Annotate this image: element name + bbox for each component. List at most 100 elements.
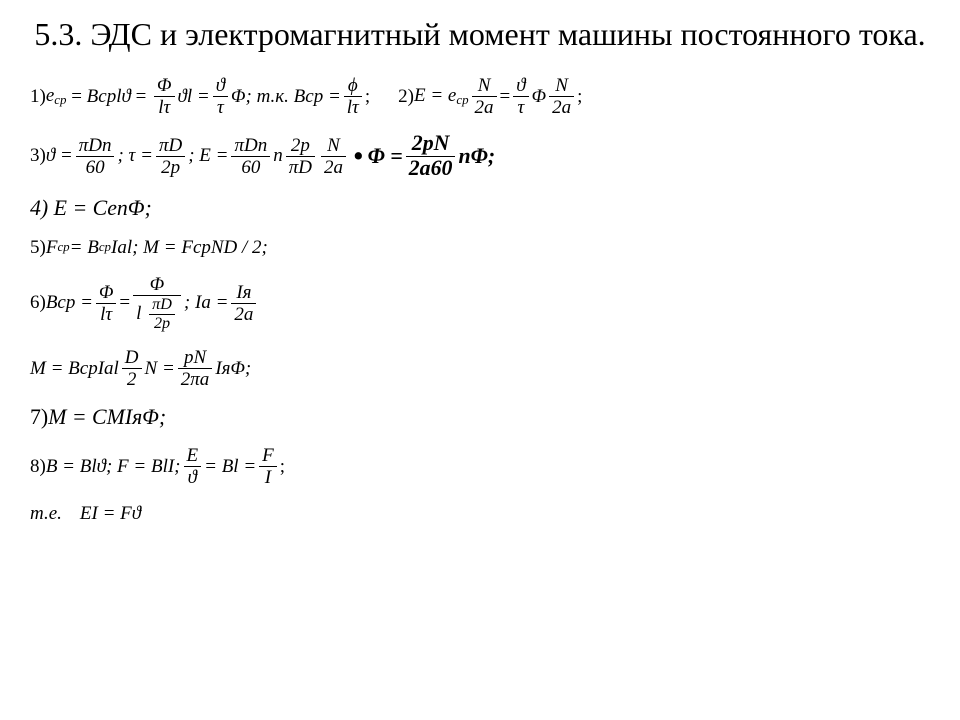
eq3-dot: • <box>349 149 368 164</box>
eq2-frac3-d: 2a <box>549 97 574 117</box>
eq1-end: ; <box>365 86 370 108</box>
eq7-a: M = C <box>48 405 106 430</box>
eq3-bold-frac-d: 2a60 <box>406 157 456 180</box>
eq2-post: Φ <box>532 86 546 108</box>
eq2-lhs: E = eср <box>414 85 469 108</box>
equation-row-6b: M = BсрIal D 2 N = pN 2πa IяΦ; <box>30 348 930 389</box>
eq1-frac1: Φ lτ <box>154 76 174 117</box>
eq6-f1: Φ lτ <box>96 283 116 324</box>
eq6b-a: M = BсрIal <box>30 358 119 380</box>
eq2-frac2: ϑ τ <box>513 76 528 117</box>
eq2-frac2-d: τ <box>513 97 528 117</box>
eq4-text: 4) E = CenΦ; <box>30 196 152 221</box>
eq8-f1: E ϑ <box>184 446 202 487</box>
eq3-f4: 2p πD <box>286 136 315 177</box>
equation-row-6: 6) Bср = Φ lτ = Φ l πD 2p ; Ia = Iя <box>30 275 930 332</box>
eq3-c: n <box>273 145 283 167</box>
eq9-body: EI = Fϑ <box>80 503 141 525</box>
eq2-frac1-n: N <box>472 76 497 97</box>
eq7-sub: M <box>107 405 125 430</box>
equations-block: 1) eср = Bсрlϑ = Φ lτ ϑl = ϑ τ Φ; т.к. B… <box>30 76 930 525</box>
eq1-lead: 1) <box>30 86 46 108</box>
eq3-a-end: ; τ = <box>117 145 152 167</box>
eq6-f2-dfrac-n: πD <box>149 297 175 315</box>
eq6-f1-d: lτ <box>96 304 116 324</box>
eq6b-f2-d: 2πa <box>178 369 213 389</box>
eq1-frac2: ϑ τ <box>213 76 228 117</box>
eq6-f3-d: 2a <box>231 304 256 324</box>
eq1-frac3-n: ϕ <box>344 76 362 97</box>
equation-row-7: 7) M = CM IяΦ; <box>30 405 930 430</box>
eq6b-f2-n: pN <box>178 348 213 369</box>
eq2-lead: 2) <box>398 86 414 108</box>
eq3-f3: πDn 60 <box>231 136 270 177</box>
eq6-b: ; Ia = <box>184 292 228 314</box>
eq3-f2: πD 2p <box>156 136 185 177</box>
eq1-lhs-sub: ср <box>54 92 66 107</box>
eq2-frac1: N 2a <box>472 76 497 117</box>
eq1-part1: Bсрlϑ <box>87 86 131 108</box>
eq7-lead: 7) <box>30 405 48 430</box>
eq1-frac1-n: Φ <box>154 76 174 97</box>
eq6-f3-n: Iя <box>231 283 256 304</box>
eq3-f3-n: πDn <box>231 136 270 157</box>
eq3-bold-phi: Φ = <box>368 144 403 169</box>
eq6b-f1-d: 2 <box>122 369 142 389</box>
eq3-lead: 3) <box>30 145 46 167</box>
eq3-bold-frac-n: 2pN <box>406 133 456 157</box>
eq3-f5-n: N <box>321 136 346 157</box>
eq6-f3: Iя 2a <box>231 283 256 324</box>
eq6b-f1: D 2 <box>122 348 142 389</box>
eq1-frac1-d: lτ <box>154 97 174 117</box>
eq3-a: ϑ = <box>46 145 73 167</box>
slide-title: 5.3. ЭДС и электромагнитный момент машин… <box>30 14 930 54</box>
eq3-f1-d: 60 <box>76 157 115 177</box>
eq6-f2-d: l πD 2p <box>133 296 181 332</box>
equation-row-9: т.е. EI = Fϑ <box>30 503 930 525</box>
eq3-f4-n: 2p <box>286 136 315 157</box>
eq1-lhs-sym: e <box>46 85 54 106</box>
eq8-f2-d: I <box>259 467 277 487</box>
eq2-mid: = <box>500 86 511 108</box>
eq8-f1-d: ϑ <box>184 467 202 487</box>
eq3-bold-frac: 2pN 2a60 <box>406 133 456 180</box>
eq6-lead: 6) <box>30 292 46 314</box>
eq1-eq2: = <box>131 86 151 108</box>
eq1-part2: ϑl = <box>178 86 210 108</box>
eq6-f2-n: Φ <box>133 275 181 296</box>
eq1-part3: Φ; т.к. Bср = <box>231 86 341 108</box>
eq1-frac3-d: lτ <box>344 97 362 117</box>
eq7-tail: IяΦ; <box>125 405 166 430</box>
eq8-lead: 8) <box>30 456 46 478</box>
equation-row-1: 1) eср = Bсрlϑ = Φ lτ ϑl = ϑ τ Φ; т.к. B… <box>30 76 930 117</box>
eq8-f2-n: F <box>259 446 277 467</box>
eq5-F: F <box>46 237 58 259</box>
equation-row-5: 5) Fср = Bср Ial; M = FсрND / 2; <box>30 237 930 259</box>
eq6-f2-dfrac-d: 2p <box>149 315 175 332</box>
eq5-Fsub: ср <box>57 240 69 255</box>
eq6b-mid: N = <box>145 358 175 380</box>
eq3-f2-d: 2p <box>156 157 185 177</box>
eq1-frac2-n: ϑ <box>213 76 228 97</box>
eq8-a: B = Blϑ; F = BlI; <box>46 456 181 478</box>
eq1-eq: = <box>66 86 86 108</box>
eq5-lead: 5) <box>30 237 46 259</box>
eq2-frac2-n: ϑ <box>513 76 528 97</box>
eq1-lhs: eср <box>46 85 67 108</box>
eq3-f4-d: πD <box>286 157 315 177</box>
eq3-f2-n: πD <box>156 136 185 157</box>
eq2-end: ; <box>577 86 582 108</box>
eq5-tail: Ial; M = FсрND / 2; <box>111 237 268 259</box>
eq8-f2: F I <box>259 446 277 487</box>
eq3-f5: N 2a <box>321 136 346 177</box>
eq8-end: ; <box>280 456 285 478</box>
eq5-Bsub: ср <box>99 240 111 255</box>
eq8-mid: = Bl = <box>204 456 256 478</box>
eq6b-tail: IяΦ; <box>215 358 251 380</box>
eq9-pre: т.е. <box>30 503 62 525</box>
eq8-f1-n: E <box>184 446 202 467</box>
eq2-lhs-a: E = e <box>414 85 456 106</box>
eq6-f2-dfrac: πD 2p <box>149 297 175 332</box>
equation-row-3: 3) ϑ = πDn 60 ; τ = πD 2p ; E = πDn 60 n… <box>30 133 930 180</box>
eq3-f5-d: 2a <box>321 157 346 177</box>
